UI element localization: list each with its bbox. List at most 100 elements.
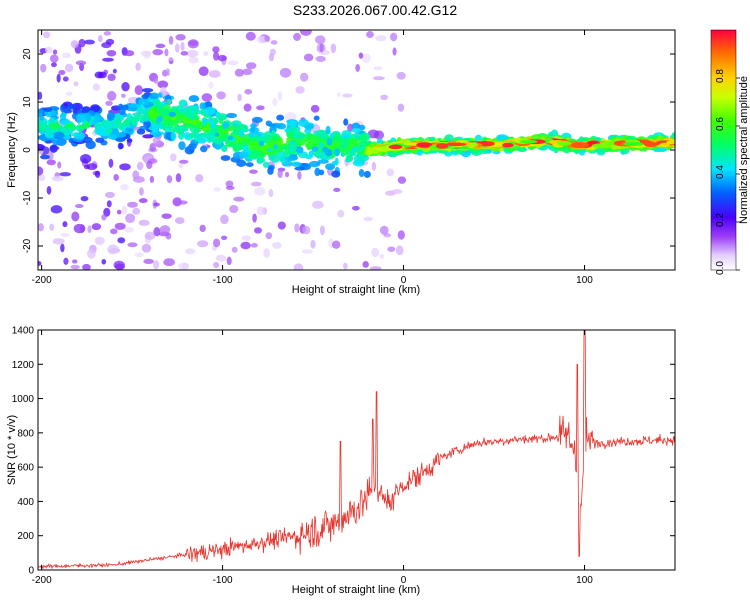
spectrogram-cell xyxy=(188,95,200,103)
spectrogram-cell xyxy=(213,187,221,192)
spectrogram-cell xyxy=(136,128,146,135)
spectrogram-cell xyxy=(156,115,164,122)
spectrogram-cell xyxy=(180,51,189,56)
spectrogram-cell xyxy=(254,227,262,234)
spectrogram-cell xyxy=(46,185,52,195)
spectrogram-cell xyxy=(161,109,170,116)
spectrogram-cell xyxy=(158,92,163,98)
spectrogram-cell xyxy=(361,53,371,64)
spectrogram-cell xyxy=(171,106,178,112)
spectrogram-cell xyxy=(153,227,161,237)
spectrogram-cell xyxy=(358,124,366,131)
spectrogram-cell xyxy=(65,122,73,129)
spectrogram-cell xyxy=(496,134,509,141)
spectrogram-cell xyxy=(340,141,348,149)
spectrogram-cell xyxy=(519,139,538,144)
spectrogram-cell xyxy=(232,128,241,136)
spectrogram-cell xyxy=(170,131,177,141)
spectrogram-cell xyxy=(127,242,138,248)
spectrogram-cell xyxy=(112,68,117,74)
spectrogram-cell xyxy=(155,43,166,49)
spectrogram-cell xyxy=(40,154,50,160)
spectrogram-cell xyxy=(195,174,204,183)
spectrogram-cell xyxy=(245,31,256,41)
spectrogram-cell xyxy=(225,185,235,190)
spectrogram-cell xyxy=(166,99,172,105)
spectrogram-cell xyxy=(243,103,252,112)
spectrogram-ylabel: Frequency (Hz) xyxy=(6,112,18,188)
spectrogram-cell xyxy=(276,150,286,159)
spectrogram-cell xyxy=(141,243,152,253)
spectrogram-cell xyxy=(233,196,245,202)
spectrogram-cell xyxy=(87,225,92,234)
spectrogram-cell xyxy=(271,241,282,249)
spectrogram-cell xyxy=(277,91,283,101)
spectrogram-cell xyxy=(101,214,107,221)
spectrogram-cell xyxy=(80,153,92,164)
spectrogram-cell xyxy=(436,143,449,149)
spectrogram-cell xyxy=(314,167,321,177)
spectrogram-cell xyxy=(276,146,284,153)
spectrogram-cell xyxy=(358,143,365,151)
spectrogram-cell xyxy=(250,126,256,134)
spectrogram-cell xyxy=(63,257,69,265)
spectrogram-cell xyxy=(358,52,364,59)
spectrogram-cell xyxy=(362,261,369,268)
spectrogram-cell xyxy=(85,140,96,150)
spectrogram-cell xyxy=(301,249,314,254)
spectrogram-cell xyxy=(178,141,186,151)
spectrogram-cell xyxy=(46,159,56,166)
spectrogram-cell xyxy=(43,107,53,112)
spectrogram-cell xyxy=(268,189,274,198)
spectrogram-cell xyxy=(318,141,324,149)
spectrogram-cell xyxy=(340,133,352,139)
spectrogram-cell xyxy=(177,200,188,205)
spectrogram-cell xyxy=(73,81,79,87)
colorbar-tick-label: 0.0 xyxy=(715,261,726,275)
spectrogram-cell xyxy=(113,173,119,181)
spectrogram-cell xyxy=(397,230,405,240)
spectrogram-cell xyxy=(149,92,160,100)
spectrogram-cell xyxy=(121,205,127,215)
spectrogram-cell xyxy=(183,110,188,117)
spectrogram-cell xyxy=(208,70,221,78)
spectrogram-cell xyxy=(183,122,195,129)
spectrogram-cell xyxy=(200,145,208,153)
spectrogram-cell xyxy=(357,134,368,143)
spectrogram-cell xyxy=(134,85,143,96)
snr-ytick-label: 1200 xyxy=(12,360,35,371)
spectrogram-cell xyxy=(222,124,229,129)
spectrogram-cell xyxy=(132,207,141,215)
spectrogram-cell xyxy=(120,93,126,98)
spectrogram-cell xyxy=(351,205,360,211)
spectrogram-cell xyxy=(117,237,126,244)
spectrogram-cell xyxy=(98,34,103,43)
spectrogram-cell xyxy=(85,112,92,122)
spectrogram-cell xyxy=(92,83,100,91)
spectrogram-cell xyxy=(363,216,373,222)
spectrogram-cell xyxy=(178,163,184,169)
colorbar-tick-label: 0.4 xyxy=(715,165,726,179)
spectrogram-cell xyxy=(170,153,177,162)
spectrogram-cell xyxy=(227,60,239,66)
spectrogram-cell xyxy=(249,140,259,148)
spectrogram-cell xyxy=(139,187,144,196)
spectrogram-cell xyxy=(199,132,207,138)
spectrogram-cell xyxy=(334,148,340,157)
spectrogram-cell xyxy=(38,143,45,151)
spectrogram-cell xyxy=(129,106,138,111)
spectrogram-cell xyxy=(250,123,257,129)
spectrogram-cell xyxy=(70,40,79,49)
spectrogram-cell xyxy=(83,164,91,170)
spectrogram-cell xyxy=(225,112,238,119)
snr-xlabel: Height of straight line (km) xyxy=(292,584,420,596)
spectrogram-cell xyxy=(369,266,382,270)
spectrogram-cell xyxy=(106,49,117,57)
spectrogram-cell xyxy=(256,156,263,164)
spectrogram-cell xyxy=(215,111,221,120)
spectrogram-cell xyxy=(51,175,64,182)
spectrogram-cell xyxy=(220,214,229,225)
spectrogram-cell xyxy=(165,94,171,101)
spectrogram-cell xyxy=(168,35,174,45)
